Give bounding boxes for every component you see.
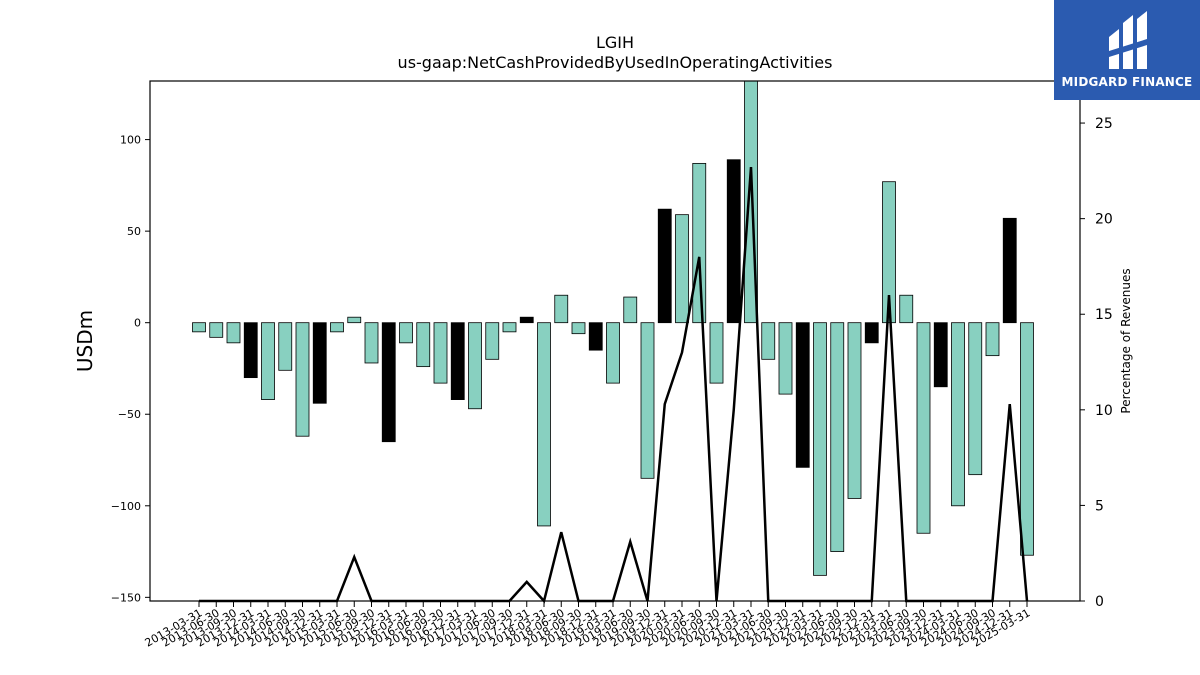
bar-2022-06-30 xyxy=(830,322,845,552)
bar-2016-03-31 xyxy=(399,322,413,344)
bar-2020-03-31 xyxy=(675,214,689,324)
bar-2022-03-31 xyxy=(813,322,827,576)
y-tick-label: −150 xyxy=(111,591,141,604)
y2-tick-label: 5 xyxy=(1095,498,1104,514)
bar-2019-09-30 xyxy=(640,322,655,479)
bar-2015-06-30 xyxy=(347,316,362,324)
y2-tick-label: 25 xyxy=(1095,116,1113,132)
bar-2018-12-31 xyxy=(588,322,603,351)
bar-2017-03-31 xyxy=(468,322,482,410)
bar-2017-12-31 xyxy=(519,316,534,324)
y-tick-label: 0 xyxy=(134,317,141,330)
y2-tick-label: 20 xyxy=(1095,212,1113,228)
bar-2020-12-31 xyxy=(726,159,741,324)
bar-2016-09-30 xyxy=(433,322,448,384)
bar-2023-06-30 xyxy=(899,294,914,324)
bar-2022-09-30 xyxy=(847,322,862,499)
bar-2016-06-30 xyxy=(416,322,431,368)
chart-subtitle: us-gaap:NetCashProvidedByUsedInOperating… xyxy=(398,53,833,72)
bar-2013-09-30 xyxy=(226,322,241,344)
plot-frame xyxy=(149,80,1081,602)
bar-2013-06-30 xyxy=(209,322,224,338)
bar-2017-06-30 xyxy=(485,322,500,360)
bar-2018-03-31 xyxy=(537,322,551,527)
bar-2023-03-31 xyxy=(882,181,896,324)
bar-2024-06-30 xyxy=(968,322,983,476)
y-tick-label: −50 xyxy=(118,408,141,421)
bar-2015-03-31 xyxy=(330,322,344,333)
bar-2024-12-31 xyxy=(1002,217,1017,324)
bar-2018-06-30 xyxy=(554,294,569,324)
y-tick-label: 100 xyxy=(120,134,141,147)
brand-logo-text: MIDGARD FINANCE xyxy=(1061,75,1193,89)
bar-2014-06-30 xyxy=(278,322,293,371)
bar-2025-03-31 xyxy=(1020,322,1034,556)
bar-2019-03-31 xyxy=(606,322,620,384)
bar-2019-12-31 xyxy=(657,208,672,324)
bar-2019-06-30 xyxy=(623,296,638,324)
bar-2013-03-31 xyxy=(192,322,206,333)
brand-logo: MIDGARD FINANCE xyxy=(1054,0,1200,100)
bar-2020-06-30 xyxy=(692,162,707,324)
midgard-logo-icon xyxy=(1109,11,1147,69)
bar-2017-09-30 xyxy=(502,322,517,333)
y-tick-label: −100 xyxy=(111,500,141,513)
bar-2018-09-30 xyxy=(571,322,586,335)
y2-axis-label: Percentage of Revenues xyxy=(1119,268,1133,413)
y-axis-label: USDm xyxy=(73,310,97,372)
bar-2013-12-31 xyxy=(243,322,258,379)
bar-2021-06-30 xyxy=(761,322,776,360)
bars-layer xyxy=(192,80,1034,576)
bar-2024-09-30 xyxy=(985,322,1000,357)
bar-2015-12-31 xyxy=(381,322,396,443)
bar-2014-09-30 xyxy=(295,322,310,437)
bar-2021-12-31 xyxy=(795,322,810,468)
y2-tick-label: 10 xyxy=(1095,403,1113,419)
bar-2015-09-30 xyxy=(364,322,379,364)
bar-2023-09-30 xyxy=(916,322,931,534)
chart-title: LGIH xyxy=(596,33,634,52)
bar-2014-12-31 xyxy=(312,322,327,404)
bar-2020-09-30 xyxy=(709,322,724,384)
bar-2016-12-31 xyxy=(450,322,465,400)
bar-2014-03-31 xyxy=(261,322,275,400)
y-tick-label: 50 xyxy=(127,225,141,238)
y2-tick-label: 0 xyxy=(1095,594,1104,610)
bar-2023-12-31 xyxy=(933,322,948,388)
bar-2022-12-31 xyxy=(864,322,879,344)
y2-tick-label: 15 xyxy=(1095,307,1113,323)
bar-2021-09-30 xyxy=(778,322,793,395)
bar-2024-03-31 xyxy=(951,322,965,507)
